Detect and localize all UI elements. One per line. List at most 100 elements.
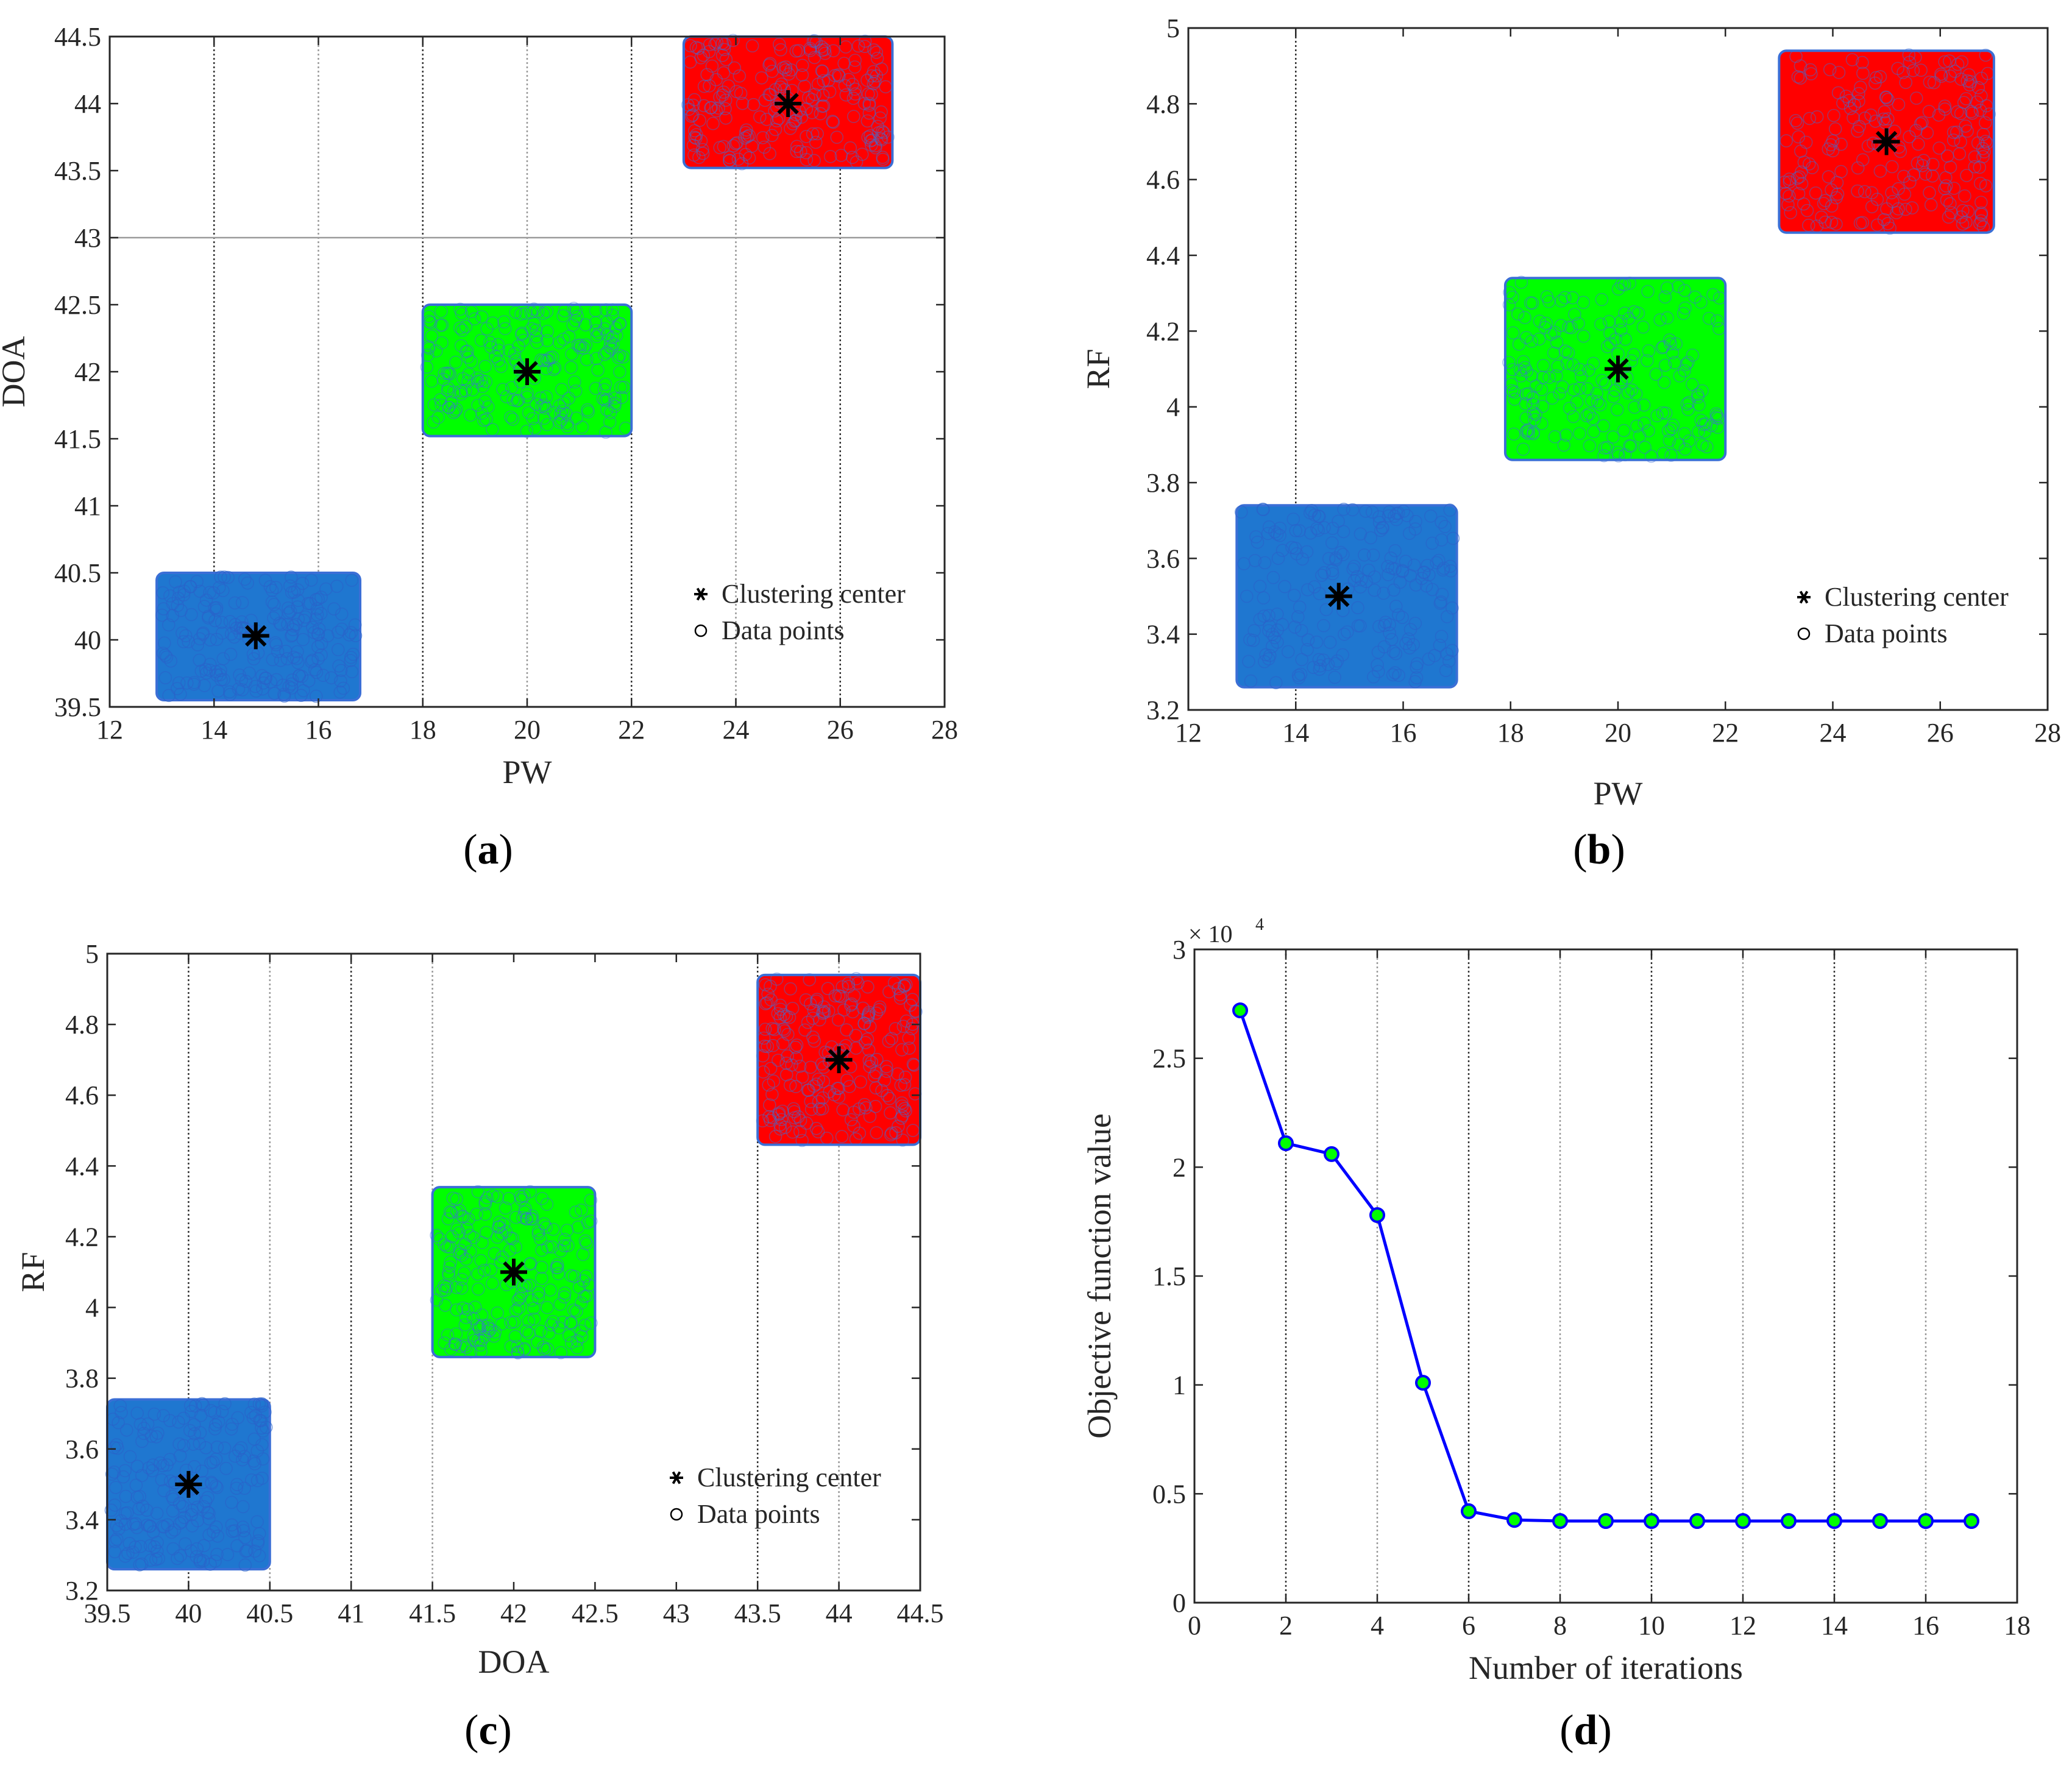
data-point	[1514, 369, 1528, 383]
data-point	[142, 1461, 155, 1475]
series-point	[1689, 1513, 1705, 1529]
data-point	[745, 140, 759, 153]
data-point	[228, 596, 242, 610]
data-point	[766, 1111, 779, 1124]
data-point	[1656, 406, 1669, 420]
data-point	[512, 1301, 526, 1315]
data-point	[516, 1211, 530, 1224]
data-point	[477, 1263, 491, 1277]
data-point	[495, 1227, 508, 1241]
data-point	[531, 1224, 545, 1238]
data-point	[773, 998, 787, 1012]
data-point	[1435, 516, 1448, 529]
data-point	[575, 1296, 588, 1310]
data-point	[853, 1126, 867, 1140]
data-point	[230, 1481, 243, 1495]
data-point	[424, 316, 438, 330]
data-point	[314, 637, 328, 650]
data-point	[546, 1315, 560, 1328]
data-point	[528, 421, 542, 435]
data-point	[846, 77, 859, 91]
data-point	[773, 1122, 787, 1136]
data-point	[1591, 395, 1605, 409]
data-point	[875, 1083, 889, 1097]
data-point	[1672, 438, 1686, 452]
data-point	[1424, 509, 1438, 523]
data-point	[1668, 356, 1681, 369]
data-point	[522, 1327, 536, 1341]
data-point	[214, 664, 227, 678]
asterisk-stroke	[245, 625, 267, 647]
asterisk-stroke	[672, 1471, 681, 1484]
data-point	[1831, 86, 1845, 100]
data-point	[438, 1279, 451, 1292]
data-point	[165, 1525, 179, 1539]
data-point	[870, 69, 884, 83]
data-point	[840, 1023, 853, 1037]
data-point	[891, 1067, 904, 1081]
data-point	[1822, 170, 1836, 184]
data-point	[112, 1416, 125, 1430]
data-point	[475, 1308, 489, 1322]
data-point	[1417, 566, 1431, 579]
data-point	[453, 321, 467, 335]
data-point	[773, 1118, 787, 1132]
data-point	[422, 339, 435, 353]
data-point	[166, 1542, 180, 1556]
x-tick-label: 18	[2004, 1611, 2031, 1640]
x-tick-label: 16	[1390, 718, 1417, 748]
data-point	[709, 104, 723, 118]
data-point	[434, 318, 447, 332]
data-point	[1235, 505, 1248, 519]
data-point	[450, 1205, 464, 1219]
data-point	[759, 997, 772, 1010]
data-point	[736, 96, 750, 110]
data-point	[452, 1246, 466, 1260]
data-point	[1553, 387, 1566, 400]
data-point	[870, 1006, 883, 1020]
data-point	[1617, 424, 1631, 438]
cluster-center-marker	[1325, 583, 1352, 610]
data-point	[1926, 169, 1939, 183]
data-point	[1296, 552, 1309, 566]
data-point	[807, 1079, 821, 1093]
data-point	[1502, 298, 1516, 312]
data-point	[303, 597, 318, 611]
data-point	[1368, 583, 1382, 597]
data-point	[522, 1314, 536, 1328]
data-point	[1527, 406, 1541, 420]
data-point	[472, 1321, 486, 1334]
data-point	[470, 375, 484, 389]
data-point	[798, 1023, 812, 1037]
data-point	[1346, 503, 1360, 517]
data-point	[1602, 314, 1616, 328]
cluster-2	[1502, 275, 1727, 463]
data-point	[172, 1415, 185, 1429]
data-point	[875, 105, 888, 119]
data-point	[876, 152, 890, 166]
data-point	[885, 1032, 898, 1046]
data-point	[1368, 570, 1382, 584]
data-point	[531, 305, 545, 319]
data-point	[519, 1324, 533, 1338]
data-point	[236, 1500, 250, 1514]
data-point	[1783, 172, 1797, 186]
y-tick-label: 43.5	[54, 156, 101, 186]
data-point	[1712, 322, 1726, 336]
data-point	[730, 136, 744, 150]
cluster-center-marker	[500, 1258, 527, 1286]
asterisk-stroke	[516, 361, 538, 383]
data-point	[817, 74, 830, 88]
data-point	[1293, 600, 1307, 614]
data-point	[1962, 68, 1976, 82]
data-point	[1680, 397, 1694, 411]
data-point	[509, 1210, 523, 1224]
data-point	[302, 674, 316, 688]
data-point	[1544, 327, 1558, 341]
data-point	[430, 1229, 443, 1242]
data-point	[816, 1091, 829, 1105]
data-point	[589, 381, 603, 395]
data-point	[574, 1324, 588, 1338]
